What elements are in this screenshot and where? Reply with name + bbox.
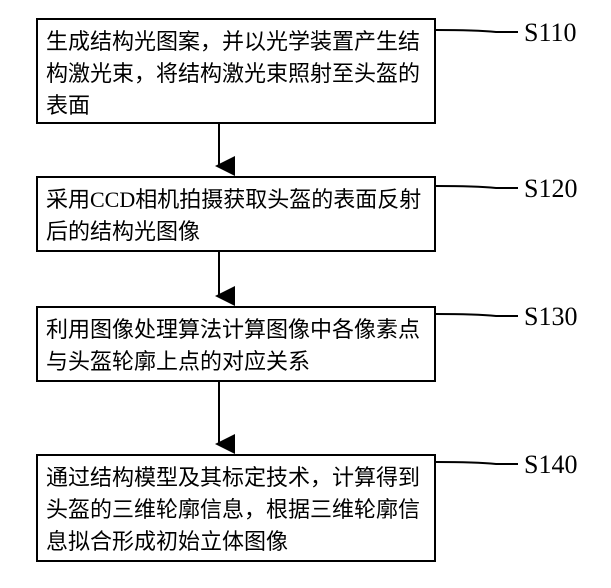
flow-step-s120: 采用CCD相机拍摄获取头盔的表面反射后的结构光图像: [36, 176, 436, 252]
step-label-s140: S140: [524, 450, 577, 480]
step-label-s130: S130: [524, 302, 577, 332]
flow-step-s130: 利用图像处理算法计算图像中各像素点与头盔轮廓上点的对应关系: [36, 306, 436, 382]
flow-step-text: 采用CCD相机拍摄获取头盔的表面反射后的结构光图像: [46, 187, 421, 244]
step-label-s110: S110: [524, 18, 577, 48]
flow-step-text: 通过结构模型及其标定技术，计算得到头盔的三维轮廓信息，根据三维轮廓信息拟合形成初…: [46, 465, 420, 554]
step-label-s120: S120: [524, 174, 577, 204]
flow-step-text: 生成结构光图案，并以光学装置产生结构激光束，将结构激光束照射至头盔的表面: [46, 29, 420, 118]
flow-step-s110: 生成结构光图案，并以光学装置产生结构激光束，将结构激光束照射至头盔的表面: [36, 18, 436, 124]
flow-step-text: 利用图像处理算法计算图像中各像素点与头盔轮廓上点的对应关系: [46, 317, 420, 374]
flow-step-s140: 通过结构模型及其标定技术，计算得到头盔的三维轮廓信息，根据三维轮廓信息拟合形成初…: [36, 454, 436, 562]
